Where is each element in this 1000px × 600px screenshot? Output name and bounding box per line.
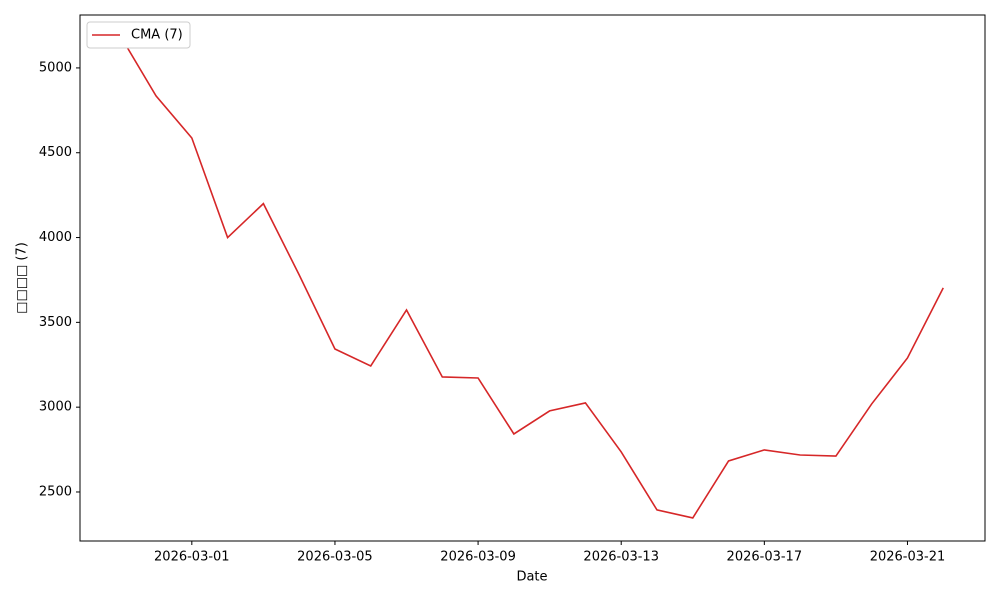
x-axis-label: Date (516, 570, 547, 585)
plot-frame (79, 14, 986, 542)
y-tick-label: 2500 (39, 484, 72, 499)
y-tick-label: 5000 (39, 60, 72, 75)
line (119, 35, 944, 519)
legend-box (86, 21, 191, 49)
x-tick-label: 2026-03-13 (583, 550, 659, 565)
y-tick-label: 3000 (39, 400, 72, 415)
x-tick-label: 2026-03-01 (154, 550, 230, 565)
x-tick-label: 2026-03-17 (727, 550, 803, 565)
x-tick-label: 2026-03-09 (440, 550, 516, 565)
x-tick-label: 2026-03-05 (297, 550, 373, 565)
y-axis-label: □□□□ (7) (15, 242, 30, 314)
y-tick-label: 4000 (39, 230, 72, 245)
y-tick-label: 3500 (39, 315, 72, 330)
y-tick-label: 4500 (39, 145, 72, 160)
legend-label: CMA (7) (131, 28, 183, 43)
x-tick-label: 2026-03-21 (870, 550, 946, 565)
